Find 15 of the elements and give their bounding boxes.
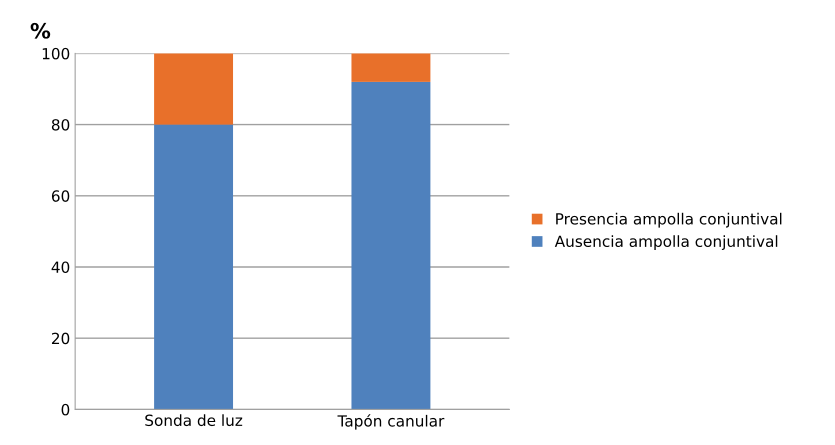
- bar: [351, 53, 430, 82]
- y-tick-label: 40: [52, 261, 70, 274]
- x-tick-label: Sonda de luz: [145, 414, 242, 426]
- bar: [154, 53, 234, 125]
- x-tick-label: Tapón canular: [338, 414, 444, 430]
- bar: [154, 124, 234, 410]
- y-axis-title: %: [30, 22, 50, 39]
- bar: [351, 82, 430, 410]
- y-tick-label: 0: [62, 404, 70, 416]
- y-tick-label: 80: [52, 119, 70, 131]
- legend-label: Ausencia ampolla conjuntival: [554, 235, 778, 250]
- legend-label: Presencia ampolla conjuntival: [556, 212, 782, 228]
- y-tick-label: 60: [52, 190, 70, 202]
- y-tick-label: 20: [52, 332, 70, 344]
- y-tick-label: 100: [42, 48, 70, 60]
